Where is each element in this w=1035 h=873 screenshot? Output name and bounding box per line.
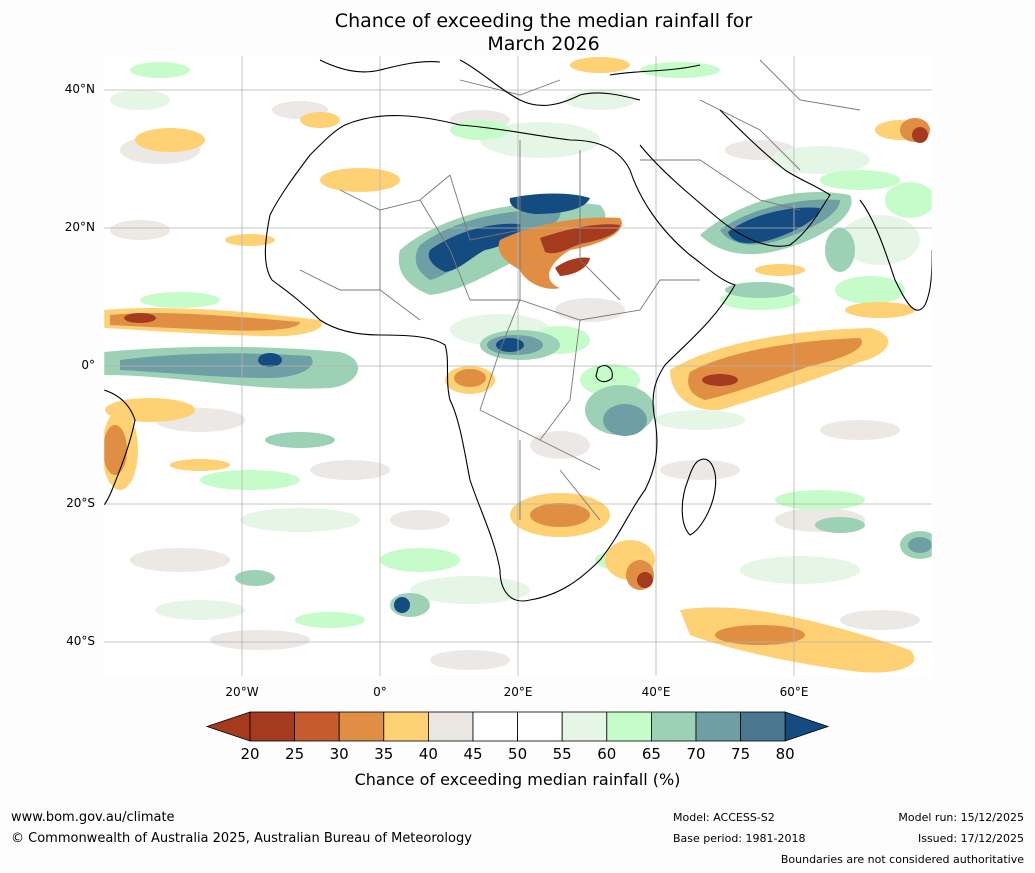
colorbar-tick: 30: [329, 745, 349, 763]
map-graticule: [104, 56, 932, 676]
colorbar-tick: 35: [374, 745, 394, 763]
colorbar-tick: 55: [552, 745, 572, 763]
colorbar-tick: 65: [641, 745, 661, 763]
colorbar-tick: 50: [508, 745, 528, 763]
lat-label-equator: 0°: [81, 358, 95, 372]
coastlines: [104, 59, 932, 602]
colorbar-bin-35-40: [383, 711, 429, 742]
map-title: Chance of exceeding the median rainfall …: [0, 10, 1035, 56]
colorbar-tick: 80: [775, 745, 795, 763]
colorbar-bin-20-25: [249, 711, 295, 742]
footer-model-run: Model run: 15/12/2025: [898, 811, 1024, 824]
lat-label-20s: 20°S: [66, 496, 95, 510]
arabia-coastline: [639, 109, 831, 247]
lon-label-60e: 60°E: [779, 685, 809, 699]
colorbar-bin-45-50: [472, 711, 518, 742]
footer-disclaimer: Boundaries are not considered authoritat…: [780, 853, 1024, 866]
footer-issued: Issued: 17/12/2025: [917, 832, 1024, 845]
colorbar-tick: 40: [418, 745, 438, 763]
colorbar-bin-40-45: [427, 711, 474, 742]
lat-label-40n: 40°N: [64, 82, 95, 96]
madagascar-coastline: [681, 458, 717, 536]
lake-victoria: [595, 365, 613, 383]
colorbar-bin-60-65: [606, 711, 652, 742]
lon-label-20e: 20°E: [503, 685, 533, 699]
africa-coastline: [264, 114, 736, 602]
colorbar-bin-30-35: [338, 711, 385, 742]
map-plot-area: [104, 56, 932, 676]
colorbar-tick: 75: [731, 745, 751, 763]
south-america-coastline: [104, 389, 136, 506]
lon-label-0: 0°: [373, 685, 387, 699]
colorbar-under-arrow: [205, 711, 251, 742]
lat-label-20n: 20°N: [64, 220, 95, 234]
europe-coastline: [319, 59, 701, 106]
colorbar-bin-75-80: [740, 711, 786, 742]
probability-above-75-areas: [258, 193, 820, 613]
colorbar-bin-50-55: [517, 711, 563, 742]
colorbar-bin-55-60: [561, 711, 608, 742]
footer-model: Model: ACCESS-S2: [673, 811, 775, 824]
colorbar-bin-70-75: [695, 711, 741, 742]
colorbar: [205, 711, 830, 742]
footer-copyright: © Commonwealth of Australia 2025, Austra…: [11, 831, 472, 846]
lon-label-20w: 20°W: [225, 685, 259, 699]
lon-label-40e: 40°E: [641, 685, 671, 699]
map-frame: [103, 55, 933, 677]
footer-base-period: Base period: 1981-2018: [673, 832, 806, 845]
map-title-line-1: Chance of exceeding the median rainfall …: [334, 10, 753, 32]
map-title-line-2: March 2026: [487, 33, 600, 55]
footer-website-link[interactable]: www.bom.gov.au/climate: [11, 810, 175, 825]
colorbar-tick: 70: [686, 745, 706, 763]
probability-60-65-areas: [130, 62, 932, 628]
india-coastline: [859, 199, 932, 311]
colorbar-tick: 45: [463, 745, 483, 763]
colorbar-tick: 60: [597, 745, 617, 763]
colorbar-bin-25-30: [294, 711, 340, 742]
country-borders: [299, 59, 861, 521]
colorbar-over-arrow: [784, 711, 830, 742]
lat-label-40s: 40°S: [66, 634, 95, 648]
colorbar-tick: 20: [240, 745, 260, 763]
colorbar-bin-65-70: [651, 711, 697, 742]
colorbar-label: Chance of exceeding median rainfall (%): [354, 770, 681, 789]
colorbar-tick: 25: [285, 745, 305, 763]
